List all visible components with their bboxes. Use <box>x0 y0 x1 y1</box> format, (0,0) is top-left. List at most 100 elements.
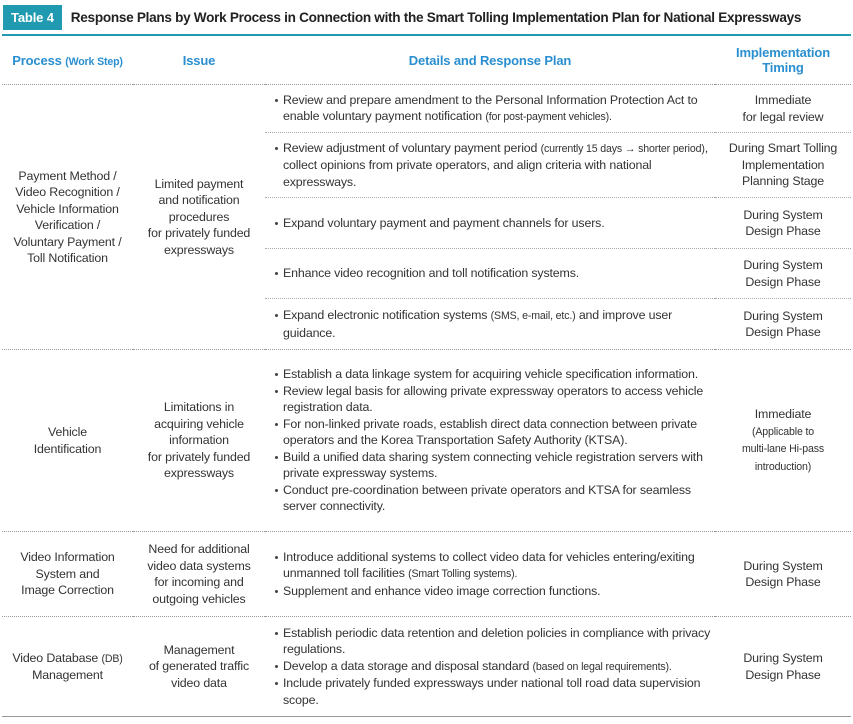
timing-cell: During System Design Phase <box>715 298 851 350</box>
line: Management <box>4 667 131 684</box>
text: Design Phase <box>745 224 821 238</box>
details-cell: Review and prepare amendment to the Pers… <box>265 85 715 133</box>
details-cell: Review adjustment of voluntary payment p… <box>265 132 715 198</box>
text: During System <box>743 258 823 272</box>
bullet: Establish periodic data retention and de… <box>275 625 711 658</box>
timing-cell: During System Design Phase <box>715 531 851 617</box>
text: Timing <box>762 60 804 75</box>
text: System and <box>35 566 100 581</box>
text: Implementation <box>741 157 825 172</box>
text: outgoing vehicles <box>152 591 246 606</box>
line: Toll Notification <box>4 250 131 267</box>
timing-cell: During System Design Phase <box>715 197 851 249</box>
text: Management <box>32 668 103 682</box>
line: video data systems <box>135 558 263 575</box>
text: Review legal basis for allowing private … <box>283 383 704 415</box>
line: Video Database (DB) <box>4 650 131 668</box>
line: Vehicle Information <box>4 201 131 218</box>
text: Verification / <box>34 218 101 232</box>
row: Payment Method / Video Recognition / Vehic… <box>2 85 851 266</box>
bullet: Build a unified data sharing system conn… <box>275 449 711 482</box>
bullet: Include privately funded expressways und… <box>275 675 711 708</box>
line: During Smart Tolling <box>717 140 849 157</box>
line: and notification <box>135 192 263 209</box>
text: Review and prepare amendment to the Pers… <box>283 92 698 124</box>
bullet-list: Introduce additional systems to collect … <box>273 549 711 600</box>
bullet: Enhance video recognition and toll notif… <box>275 265 711 282</box>
text: Video Recognition / <box>15 185 120 199</box>
text: Management <box>163 642 235 657</box>
line: Implementation <box>717 157 849 174</box>
text: Toll Notification <box>27 251 108 265</box>
timing-cell: During System Design Phase <box>715 616 851 717</box>
column-header: Process (Work Step) <box>2 34 133 85</box>
text: procedures <box>168 209 230 224</box>
process-cell: Payment Method / Video Recognition / Vehic… <box>2 85 133 350</box>
line: outgoing vehicles <box>135 591 263 608</box>
timing-cell: During System Design Phase <box>715 248 851 299</box>
small-text: (currently 15 days → shorter period) <box>540 142 705 155</box>
line: acquiring vehicle <box>135 416 263 433</box>
header-row: Process (Work Step) Issue Details and Resp… <box>2 34 851 85</box>
small-text: (Work Step) <box>65 55 123 68</box>
line: Need for additional <box>135 541 263 558</box>
bullet-list: Enhance video recognition and toll notif… <box>273 265 711 282</box>
bullet: Review legal basis for allowing private … <box>275 383 711 416</box>
text: Include privately funded expressways und… <box>283 676 701 707</box>
table-title: Response Plans by Work Process in Connec… <box>70 9 802 25</box>
issue-cell: Management of generated traffic video data <box>133 616 265 717</box>
text: Vehicle <box>48 425 87 439</box>
row: Vehicle Identification Limitations in acqui… <box>2 349 851 532</box>
line: During System <box>717 650 849 667</box>
text: Expand voluntary payment and payment cha… <box>283 215 605 230</box>
text: Build a unified data sharing system conn… <box>283 449 703 481</box>
details-cell: Enhance video recognition and toll notif… <box>265 248 715 299</box>
text: Limited payment <box>154 176 244 191</box>
title-bar: Table 4 Response Plans by Work Process i… <box>0 0 853 34</box>
issue-cell: Limitations in acquiring vehicle informati… <box>133 349 265 532</box>
text: Enhance video recognition and toll notif… <box>283 266 580 281</box>
text: expressways <box>164 242 234 257</box>
text: acquiring vehicle <box>154 416 244 431</box>
line: Limitations in <box>135 399 263 416</box>
text: Identification <box>33 441 102 456</box>
row: Expand voluntary payment and payment cha… <box>2 197 851 249</box>
row: Video Database (DB) Management Management o… <box>2 616 851 717</box>
line: Immediate <box>717 92 849 109</box>
text: Immediate <box>754 93 812 107</box>
text: Review adjustment of voluntary payment p… <box>283 140 538 155</box>
text: expressways <box>164 466 234 481</box>
text: Conduct pre-coordination between private… <box>283 482 691 514</box>
text: Vehicle Information <box>16 201 119 216</box>
row: Enhance video recognition and toll notif… <box>2 248 851 299</box>
text: Image Correction <box>21 583 114 598</box>
text: Immediate <box>754 407 812 421</box>
small-text: (DB) <box>101 652 123 665</box>
text: Expand electronic notification systems <box>283 308 488 322</box>
bullet: Review adjustment of voluntary payment p… <box>275 140 711 191</box>
details-cell: Establish periodic data retention and de… <box>265 616 715 717</box>
line: Identification <box>4 441 131 458</box>
line: video data <box>135 675 263 692</box>
process-cell: Vehicle Identification <box>2 349 133 532</box>
text: Design Phase <box>745 575 821 589</box>
bullet-list: Establish periodic data retention and de… <box>273 625 711 709</box>
line: of generated traffic <box>135 658 263 675</box>
text: for privately funded <box>147 226 251 241</box>
line: Design Phase <box>717 667 849 684</box>
row: Review adjustment of voluntary payment p… <box>2 132 851 198</box>
line: for privately funded <box>135 225 263 242</box>
table-label: Table 4 <box>3 4 62 30</box>
timing-cell: Immediate for legal review <box>715 85 851 133</box>
bullet: For non-linked private roads, establish … <box>275 416 711 449</box>
bullet-list: Expand electronic notification systems (… <box>273 307 711 341</box>
bullet-list: Review adjustment of voluntary payment p… <box>273 140 711 191</box>
small-text: (Applicable to <box>751 425 815 438</box>
line: Vehicle <box>4 424 131 441</box>
line: During System <box>717 558 849 575</box>
text: During Smart Tolling <box>728 141 838 156</box>
text: Develop a data storage and disposal stan… <box>283 658 530 673</box>
text: and improve user guidance. <box>283 308 673 340</box>
small-text: (based on legal requirements). <box>532 660 672 673</box>
